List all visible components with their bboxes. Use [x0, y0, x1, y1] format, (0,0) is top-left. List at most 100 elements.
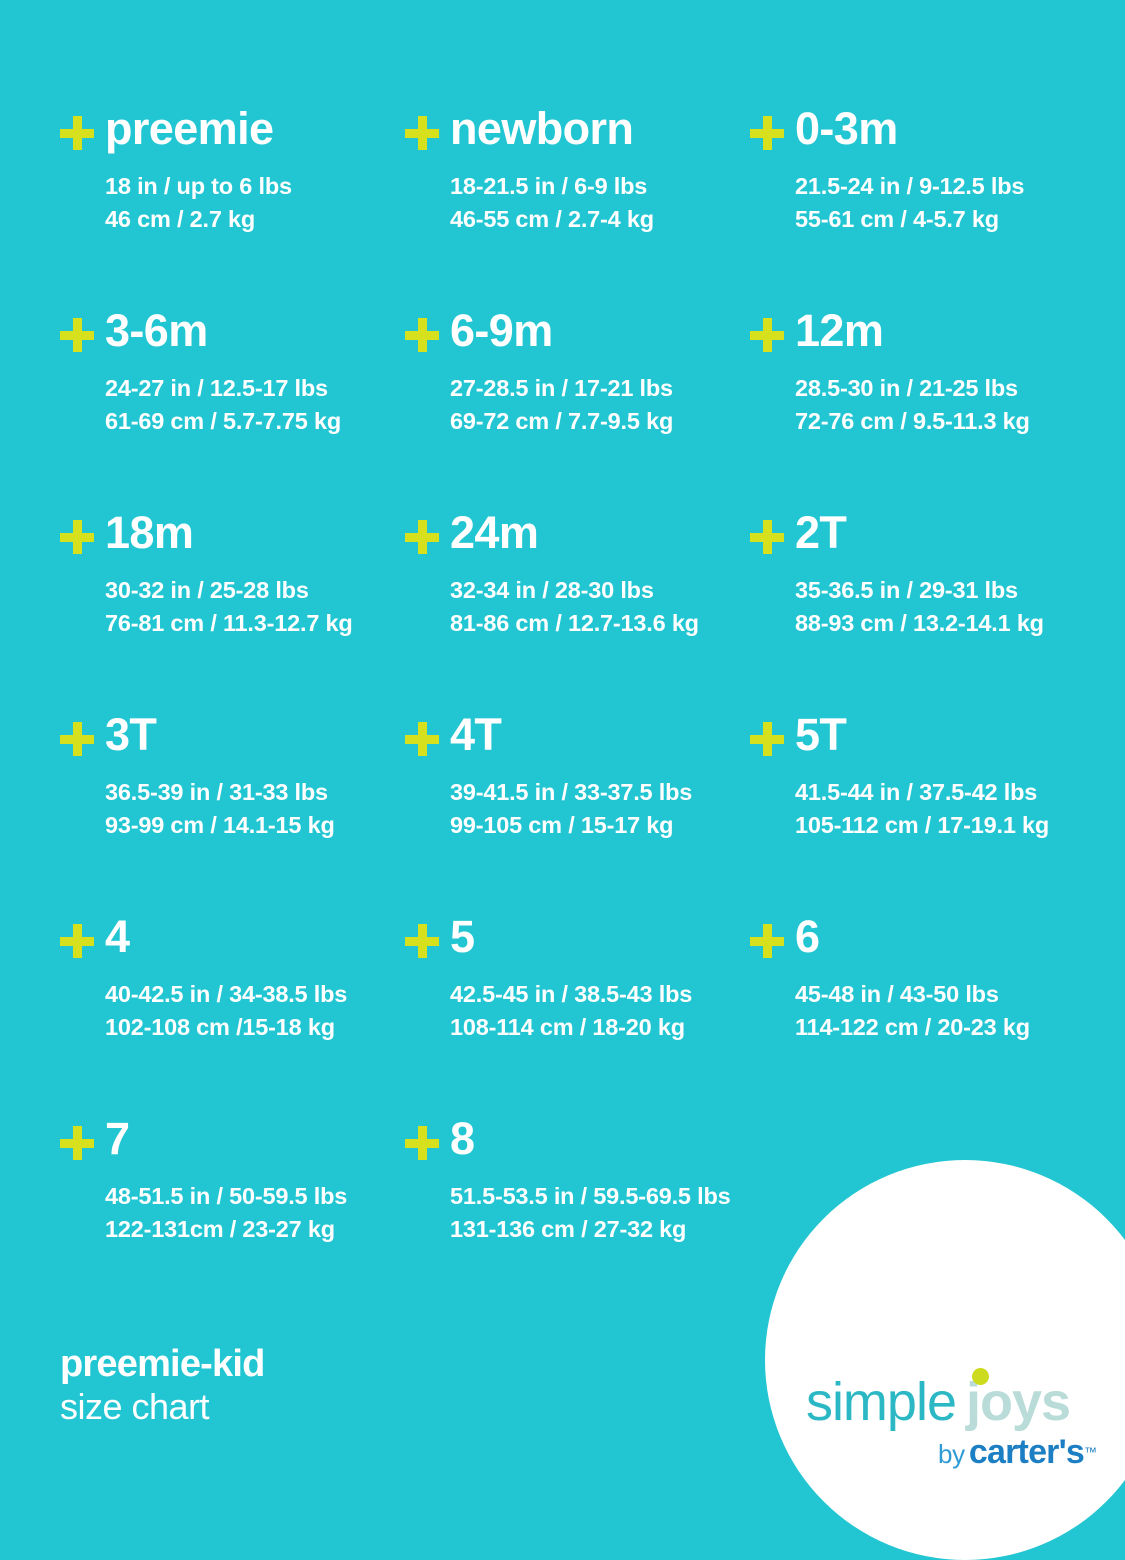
size-header: 5T [750, 710, 1080, 770]
size-header: 4 [60, 912, 405, 972]
size-metric: 105-112 cm / 17-19.1 kg [795, 812, 1050, 838]
size-cell-0-3m: 0-3m 21.5-24 in / 9-12.5 lbs 55-61 cm / … [750, 104, 1080, 306]
size-header: 6-9m [405, 306, 750, 366]
plus-icon [405, 520, 439, 554]
plus-icon [405, 722, 439, 756]
size-label: 0-3m [795, 103, 898, 154]
size-metric: 122-131cm / 23-27 kg [105, 1216, 335, 1242]
size-metric: 93-99 cm / 14.1-15 kg [105, 812, 335, 838]
size-header: 0-3m [750, 104, 1080, 164]
brand-byline: by carter's™ [773, 1433, 1103, 1472]
size-label: 18m [105, 507, 194, 558]
size-metric: 55-61 cm / 4-5.7 kg [795, 206, 999, 232]
plus-icon [750, 520, 784, 554]
joys-dot-icon [971, 1368, 989, 1385]
size-label: 5 [450, 911, 475, 962]
size-imperial: 27-28.5 in / 17-21 lbs [450, 375, 673, 401]
size-label: 3-6m [105, 305, 208, 356]
size-label: 6 [795, 911, 820, 962]
plus-icon [60, 722, 94, 756]
size-cell-5: 5 42.5-45 in / 38.5-43 lbs 108-114 cm / … [405, 912, 750, 1114]
size-header: 2T [750, 508, 1080, 568]
size-imperial: 42.5-45 in / 38.5-43 lbs [450, 981, 693, 1007]
brand-logo-wordmark: simple joys [773, 1368, 1103, 1432]
size-metric: 46 cm / 2.7 kg [105, 206, 256, 232]
size-label: 24m [450, 507, 539, 558]
size-label: 4T [450, 709, 502, 760]
page-title-line1: preemie-kid [60, 1343, 265, 1385]
plus-icon [405, 116, 439, 150]
size-label: 7 [105, 1113, 130, 1164]
size-metric: 69-72 cm / 7.7-9.5 kg [450, 408, 674, 434]
size-metric: 81-86 cm / 12.7-13.6 kg [450, 610, 699, 636]
size-header: 18m [60, 508, 405, 568]
plus-icon [60, 924, 94, 958]
size-header: 8 [405, 1114, 750, 1174]
brand-name-carters: carter's [968, 1433, 1085, 1471]
size-header: 6 [750, 912, 1080, 972]
size-cell-3-6m: 3-6m 24-27 in / 12.5-17 lbs 61-69 cm / 5… [60, 306, 405, 508]
size-cell-4t: 4T 39-41.5 in / 33-37.5 lbs 99-105 cm / … [405, 710, 750, 912]
size-header: 24m [405, 508, 750, 568]
trademark-icon: ™ [1084, 1444, 1097, 1460]
size-imperial: 39-41.5 in / 33-37.5 lbs [450, 779, 693, 805]
size-imperial: 35-36.5 in / 29-31 lbs [795, 577, 1018, 603]
plus-icon [750, 318, 784, 352]
size-header: 7 [60, 1114, 405, 1174]
size-cell-2t: 2T 35-36.5 in / 29-31 lbs 88-93 cm / 13.… [750, 508, 1080, 710]
size-label: newborn [450, 103, 634, 154]
size-label: 12m [795, 305, 884, 356]
size-cell-24m: 24m 32-34 in / 28-30 lbs 81-86 cm / 12.7… [405, 508, 750, 710]
size-header: 4T [405, 710, 750, 770]
plus-icon [750, 722, 784, 756]
size-metric: 99-105 cm / 15-17 kg [450, 812, 674, 838]
plus-icon [750, 924, 784, 958]
size-header: 5 [405, 912, 750, 972]
size-cell-5t: 5T 41.5-44 in / 37.5-42 lbs 105-112 cm /… [750, 710, 1080, 912]
size-imperial: 40-42.5 in / 34-38.5 lbs [105, 981, 348, 1007]
plus-icon [60, 318, 94, 352]
size-header: 3-6m [60, 306, 405, 366]
size-imperial: 48-51.5 in / 50-59.5 lbs [105, 1183, 348, 1209]
brand-word-simple: simple [805, 1372, 957, 1432]
size-metric: 72-76 cm / 9.5-11.3 kg [795, 408, 1030, 434]
page-title: preemie-kid size chart [60, 1342, 265, 1428]
size-label: 2T [795, 507, 847, 558]
size-header: 12m [750, 306, 1080, 366]
brand-byline-by: by [938, 1439, 965, 1469]
plus-icon [405, 318, 439, 352]
size-metric: 108-114 cm / 18-20 kg [450, 1014, 685, 1040]
size-label: 4 [105, 911, 130, 962]
size-imperial: 36.5-39 in / 31-33 lbs [105, 779, 328, 805]
size-imperial: 30-32 in / 25-28 lbs [105, 577, 309, 603]
size-header: 3T [60, 710, 405, 770]
size-cell-6-9m: 6-9m 27-28.5 in / 17-21 lbs 69-72 cm / 7… [405, 306, 750, 508]
plus-icon [750, 116, 784, 150]
size-grid: preemie 18 in / up to 6 lbs 46 cm / 2.7 … [60, 104, 1080, 1316]
plus-icon [405, 924, 439, 958]
size-header: preemie [60, 104, 405, 164]
size-imperial: 21.5-24 in / 9-12.5 lbs [795, 173, 1025, 199]
size-label: preemie [105, 103, 274, 154]
logo-disc-background [765, 1160, 1125, 1560]
size-label: 5T [795, 709, 847, 760]
size-label: 8 [450, 1113, 475, 1164]
plus-icon [60, 520, 94, 554]
size-cell-6: 6 45-48 in / 43-50 lbs 114-122 cm / 20-2… [750, 912, 1080, 1114]
page-title-line2: size chart [60, 1386, 210, 1427]
size-imperial: 18 in / up to 6 lbs [105, 173, 292, 199]
size-cell-3t: 3T 36.5-39 in / 31-33 lbs 93-99 cm / 14.… [60, 710, 405, 912]
size-cell-4: 4 40-42.5 in / 34-38.5 lbs 102-108 cm /1… [60, 912, 405, 1114]
size-metric: 114-122 cm / 20-23 kg [795, 1014, 1030, 1040]
size-metric: 88-93 cm / 13.2-14.1 kg [795, 610, 1044, 636]
size-cell-18m: 18m 30-32 in / 25-28 lbs 76-81 cm / 11.3… [60, 508, 405, 710]
size-imperial: 28.5-30 in / 21-25 lbs [795, 375, 1018, 401]
brand-word-joys: joys [966, 1368, 1071, 1432]
size-cell-newborn: newborn 18-21.5 in / 6-9 lbs 46-55 cm / … [405, 104, 750, 306]
size-metric: 102-108 cm /15-18 kg [105, 1014, 335, 1040]
size-cell-12m: 12m 28.5-30 in / 21-25 lbs 72-76 cm / 9.… [750, 306, 1080, 508]
size-imperial: 18-21.5 in / 6-9 lbs [450, 173, 648, 199]
size-label: 6-9m [450, 305, 553, 356]
size-imperial: 51.5-53.5 in / 59.5-69.5 lbs [450, 1183, 731, 1209]
size-metric: 61-69 cm / 5.7-7.75 kg [105, 408, 341, 434]
